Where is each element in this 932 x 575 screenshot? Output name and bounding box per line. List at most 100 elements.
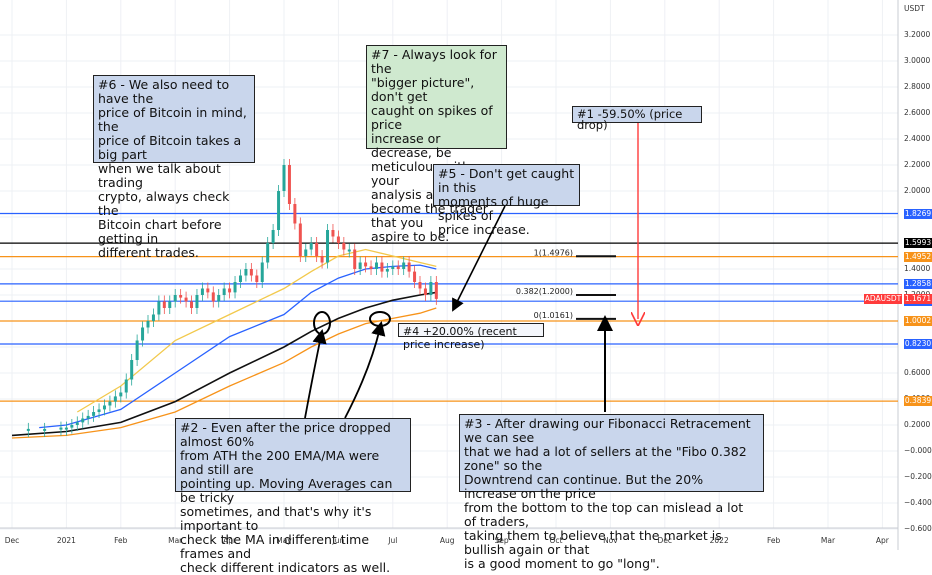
x-tick-label: Jun xyxy=(332,536,345,545)
price-candle-61 xyxy=(374,262,378,269)
note-6-bitcoin: #6 - We also need to have the price of B… xyxy=(93,75,255,260)
y-tick-label: 3.2000 xyxy=(904,30,931,39)
price-candle-32 xyxy=(217,295,221,302)
y-tick-label: −0.2000 xyxy=(904,472,932,481)
price-candle-8 xyxy=(86,415,90,419)
price-candle-9 xyxy=(92,412,96,416)
price-candle-17 xyxy=(135,340,139,360)
level-tag: 0.8230 xyxy=(904,339,932,349)
note-4-recent-increase: #4 +20.00% (recent price increase) xyxy=(398,323,544,351)
price-candle-14 xyxy=(119,392,123,397)
price-candle-71 xyxy=(429,282,433,295)
price-candle-6 xyxy=(75,422,79,425)
price-candle-53 xyxy=(331,230,335,237)
level-tag: 0.3839 xyxy=(904,396,932,407)
level-tag: 1.2858 xyxy=(904,278,932,289)
price-candle-58 xyxy=(358,262,362,269)
price-candle-12 xyxy=(108,401,112,406)
ticker-tag: ADAUSDT xyxy=(864,294,902,305)
fib-label-2: 0(1.0161) xyxy=(534,311,573,320)
price-candle-60 xyxy=(369,266,373,269)
price-candle-59 xyxy=(364,262,368,267)
ma-line-1 xyxy=(39,264,437,429)
price-candle-37 xyxy=(244,269,248,276)
y-tick-label: 2.6000 xyxy=(904,108,931,117)
price-candle-19 xyxy=(146,321,150,328)
x-tick-label: Mar xyxy=(820,536,836,545)
y-tick-label: 0.2000 xyxy=(904,420,931,429)
x-tick-label: Aug xyxy=(439,536,455,545)
x-tick-label: Apr xyxy=(223,536,237,545)
price-candle-54 xyxy=(336,236,340,243)
x-tick-label: Apr xyxy=(875,536,889,545)
price-candle-10 xyxy=(97,409,101,412)
price-candle-40 xyxy=(260,262,264,282)
price-candle-30 xyxy=(206,288,210,293)
price-candle-36 xyxy=(238,275,242,282)
x-tick-label: Dec xyxy=(4,536,20,545)
y-tick-label: −0.0000 xyxy=(904,446,932,455)
note-5-spikes: #5 - Don't get caught in this moments of… xyxy=(433,164,580,237)
ma-arrow-2 xyxy=(344,320,386,419)
price-candle-41 xyxy=(266,243,270,263)
price-candle-20 xyxy=(151,314,155,321)
price-candle-23 xyxy=(168,301,172,308)
note-3-fibonacci: #3 - After drawing our Fibonacci Retrace… xyxy=(459,414,764,571)
y-tick-label: 2.4000 xyxy=(904,134,931,143)
price-candle-29 xyxy=(200,288,204,295)
price-candle-13 xyxy=(113,396,117,402)
price-candle-44 xyxy=(282,165,286,191)
level-tag: 1.8269 xyxy=(904,208,932,219)
unit-label: USDT xyxy=(904,4,925,13)
price-candle-4 xyxy=(64,427,68,430)
price-candle-28 xyxy=(195,295,199,308)
price-candle-64 xyxy=(391,266,395,269)
price-candle-48 xyxy=(304,249,308,256)
price-candle-50 xyxy=(315,243,319,256)
price-candle-31 xyxy=(211,292,215,302)
y-tick-label: 0.6000 xyxy=(904,368,931,377)
current-price-tag: 1.1671 xyxy=(904,294,932,305)
price-candle-65 xyxy=(396,266,400,269)
y-tick-label: 1.4000 xyxy=(904,264,931,273)
price-candle-26 xyxy=(184,297,188,302)
price-candle-42 xyxy=(271,230,275,243)
y-tick-label: 2.0000 xyxy=(904,186,931,195)
fib-label-1: 0.382(1.2000) xyxy=(516,287,573,296)
price-candle-24 xyxy=(173,295,177,302)
x-tick-label: Mar xyxy=(168,536,183,545)
price-candle-3 xyxy=(59,427,63,430)
x-tick-label: 2022 xyxy=(709,536,729,545)
price-candle-7 xyxy=(81,418,85,423)
note-7-bigger-picture: #7 - Always look for the "bigger picture… xyxy=(366,45,507,244)
price-candle-11 xyxy=(102,405,106,410)
price-candle-47 xyxy=(298,223,302,256)
price-candle-67 xyxy=(407,262,411,272)
note-2-moving-averages: #2 - Even after the price dropped almost… xyxy=(175,418,411,575)
price-candle-52 xyxy=(326,230,330,263)
x-tick-label: Sep xyxy=(494,536,509,545)
price-candle-39 xyxy=(255,275,259,282)
price-candle-25 xyxy=(179,295,183,298)
price-candle-70 xyxy=(423,288,427,295)
price-candle-46 xyxy=(293,204,297,224)
price-candle-21 xyxy=(157,301,161,315)
ma-line-3 xyxy=(11,307,437,439)
ma-arrow-1 xyxy=(304,328,327,419)
y-tick-label: 3.0000 xyxy=(904,56,931,65)
y-tick-label: −0.4000 xyxy=(904,498,932,507)
spike-arrow xyxy=(452,205,506,312)
price-candle-27 xyxy=(190,301,194,308)
price-candle-66 xyxy=(402,262,406,269)
price-candle-16 xyxy=(130,360,134,380)
price-candle-69 xyxy=(418,282,422,289)
chart-canvas: 1(1.4976) 0.382(1.2000) 0(1.0161) xyxy=(0,0,899,550)
price-candle-35 xyxy=(233,282,237,293)
price-candle-43 xyxy=(277,191,281,230)
y-tick-label: 2.2000 xyxy=(904,160,931,169)
level-tag: 1.5993 xyxy=(904,238,932,249)
price-candle-72 xyxy=(434,282,438,299)
x-tick-label: Feb xyxy=(766,536,781,545)
price-candle-63 xyxy=(385,269,389,272)
